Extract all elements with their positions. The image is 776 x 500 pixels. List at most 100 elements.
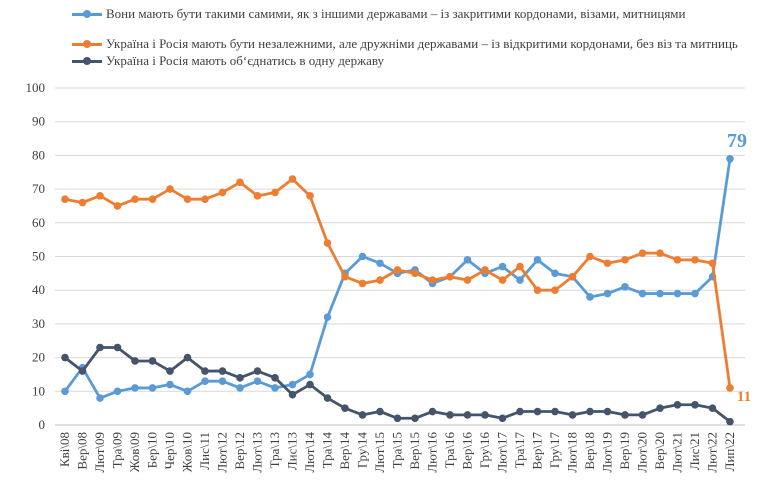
legend-item-independent-friendly: Україна і Росія мають бути незалежними, … (72, 36, 772, 51)
data-point (568, 411, 577, 419)
data-point (253, 192, 262, 200)
y-tick-label: 100 (26, 80, 46, 95)
data-point (498, 414, 507, 423)
data-point (271, 188, 279, 197)
y-tick-label: 60 (32, 215, 45, 230)
x-tick-label: Лют\17 (495, 432, 510, 473)
x-tick-label: Вер\19 (617, 432, 632, 470)
x-tick-label: Лют\19 (600, 432, 615, 473)
data-point (96, 343, 104, 352)
x-tick-label: Лют\12 (215, 432, 230, 473)
data-point (113, 202, 122, 210)
x-tick-label: Вер\08 (75, 432, 90, 470)
data-point (586, 407, 594, 416)
series-line (63, 158, 732, 400)
data-point (183, 387, 192, 396)
data-point (236, 384, 244, 392)
x-tick-label: Гру\17 (547, 432, 562, 469)
x-tick-label: Лис\13 (285, 432, 300, 470)
x-tick-label: Тра\15 (390, 432, 405, 468)
x-tick-label: Чер\10 (162, 432, 177, 469)
data-point (533, 286, 542, 295)
data-point (306, 192, 314, 200)
data-point (586, 252, 594, 261)
data-label: 79 (727, 130, 747, 152)
data-point (166, 185, 174, 193)
data-point (516, 262, 524, 271)
x-tick-label: Жов\10 (180, 432, 195, 472)
data-point (166, 367, 174, 375)
data-point (253, 367, 262, 375)
data-point (376, 407, 384, 416)
y-tick-label: 80 (32, 147, 45, 162)
data-point (656, 249, 664, 257)
data-point (533, 407, 542, 416)
data-point (306, 380, 314, 389)
data-point (481, 266, 489, 274)
data-point (516, 276, 524, 284)
legend-swatch-orange (72, 40, 102, 48)
data-point (691, 256, 699, 264)
data-point (586, 293, 594, 301)
data-label: 11 (737, 389, 751, 405)
y-tick-label: 70 (32, 181, 45, 196)
data-point (113, 387, 122, 396)
data-point (96, 394, 104, 402)
x-tick-label: Вер\15 (407, 432, 422, 470)
data-point (236, 374, 244, 382)
data-point (376, 259, 384, 268)
x-tick-label: Лют\14 (302, 432, 317, 473)
data-point (638, 289, 647, 298)
data-point (61, 195, 69, 204)
legend-swatch-blue (72, 10, 102, 18)
data-point (568, 272, 577, 281)
data-point (481, 411, 489, 419)
legend-label: Вони мають бути такими самими, як з інши… (106, 6, 686, 21)
data-point (358, 252, 367, 261)
x-tick-label: Тра\16 (442, 432, 457, 469)
data-point (218, 188, 227, 197)
data-point (638, 411, 647, 419)
data-point (621, 256, 629, 264)
data-point (288, 390, 297, 399)
data-point (463, 276, 472, 284)
legend-label: Україна і Росія мають бути незалежними, … (106, 36, 738, 51)
data-point (393, 266, 402, 274)
data-point (323, 313, 332, 321)
data-point (148, 384, 157, 392)
x-tick-label: Лют\21 (670, 432, 685, 473)
x-tick-label: Гру\16 (477, 432, 492, 469)
data-point (411, 269, 419, 278)
data-point (673, 289, 682, 298)
data-point (131, 195, 139, 204)
y-tick-label: 90 (32, 114, 45, 129)
legend-item-same-as-other-states: Вони мають бути такими самими, як з інши… (72, 6, 772, 21)
x-tick-label: Тра\09 (110, 432, 125, 468)
data-point (393, 414, 402, 423)
data-point (428, 276, 437, 284)
data-point (271, 384, 279, 392)
data-point (218, 377, 227, 385)
x-tick-label: Лют\16 (425, 432, 440, 473)
x-tick-label: Тра\17 (512, 432, 527, 469)
data-point (341, 272, 349, 281)
x-tick-label: Лип\22 (722, 432, 737, 471)
x-tick-label: Лис\11 (197, 432, 212, 470)
data-point (183, 353, 192, 362)
data-point (323, 239, 332, 247)
data-point (603, 289, 612, 298)
data-point (358, 411, 367, 419)
data-point (708, 259, 717, 268)
data-point (463, 256, 472, 264)
x-tick-label: Вер\12 (232, 432, 247, 470)
data-point (411, 414, 419, 423)
data-point (638, 249, 647, 257)
data-point (131, 357, 139, 365)
data-point (428, 407, 437, 416)
data-point (61, 387, 69, 396)
data-point (603, 407, 612, 416)
data-point (131, 384, 139, 392)
data-point (516, 407, 524, 416)
x-tick-label: Лют\15 (372, 432, 387, 473)
y-tick-label: 10 (32, 383, 45, 398)
